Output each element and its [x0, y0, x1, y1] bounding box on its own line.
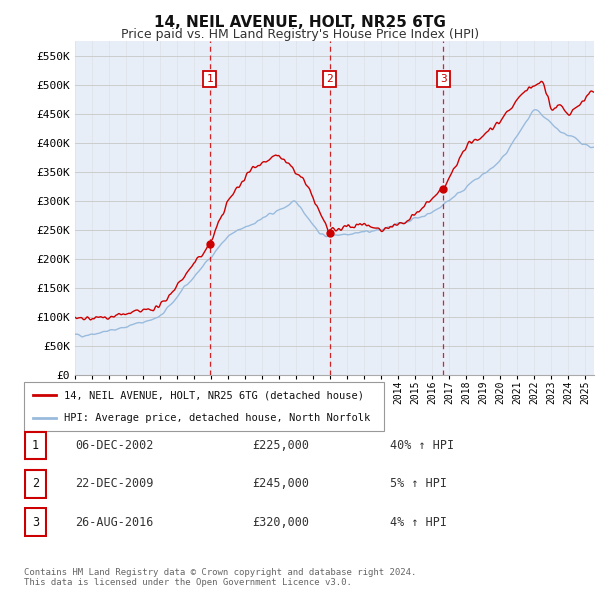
Text: 1: 1 [32, 439, 39, 452]
Text: 06-DEC-2002: 06-DEC-2002 [75, 439, 154, 452]
Text: Contains HM Land Registry data © Crown copyright and database right 2024.
This d: Contains HM Land Registry data © Crown c… [24, 568, 416, 587]
Text: Price paid vs. HM Land Registry's House Price Index (HPI): Price paid vs. HM Land Registry's House … [121, 28, 479, 41]
Text: 26-AUG-2016: 26-AUG-2016 [75, 516, 154, 529]
Text: £320,000: £320,000 [252, 516, 309, 529]
Text: 3: 3 [440, 74, 447, 84]
Text: 3: 3 [32, 516, 39, 529]
Text: 14, NEIL AVENUE, HOLT, NR25 6TG: 14, NEIL AVENUE, HOLT, NR25 6TG [154, 15, 446, 30]
Text: 40% ↑ HPI: 40% ↑ HPI [390, 439, 454, 452]
Text: 14, NEIL AVENUE, HOLT, NR25 6TG (detached house): 14, NEIL AVENUE, HOLT, NR25 6TG (detache… [64, 391, 364, 401]
Text: £225,000: £225,000 [252, 439, 309, 452]
Text: 22-DEC-2009: 22-DEC-2009 [75, 477, 154, 490]
Text: 5% ↑ HPI: 5% ↑ HPI [390, 477, 447, 490]
FancyBboxPatch shape [25, 470, 46, 497]
FancyBboxPatch shape [24, 382, 384, 431]
Text: 1: 1 [206, 74, 213, 84]
Text: £245,000: £245,000 [252, 477, 309, 490]
FancyBboxPatch shape [25, 432, 46, 459]
Text: 2: 2 [326, 74, 333, 84]
Text: HPI: Average price, detached house, North Norfolk: HPI: Average price, detached house, Nort… [64, 412, 370, 422]
Text: 2: 2 [32, 477, 39, 490]
FancyBboxPatch shape [25, 509, 46, 536]
Text: 4% ↑ HPI: 4% ↑ HPI [390, 516, 447, 529]
